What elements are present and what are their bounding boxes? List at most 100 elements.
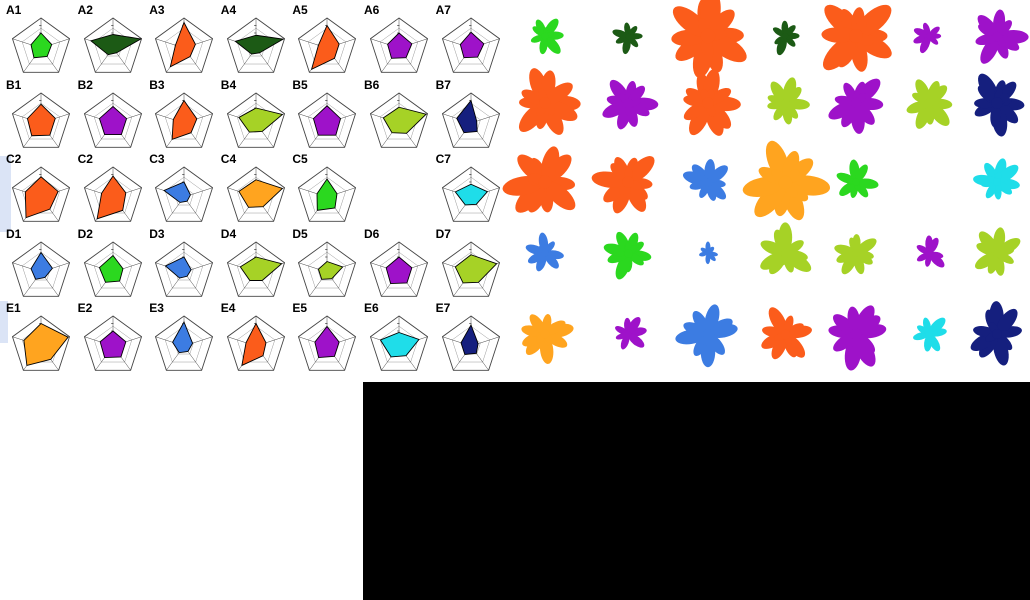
radar-plot: [11, 241, 71, 297]
plant-rosette-icon: [913, 317, 947, 352]
radar-chart-B3-r2c3: B3: [148, 77, 220, 155]
radar-chart-C7-r3c7: C7: [435, 152, 507, 229]
radar-plot: [226, 315, 285, 372]
radar-plot: [83, 315, 142, 372]
plant-rosette-icon: [611, 22, 643, 54]
radar-chart-label: E6: [364, 301, 379, 316]
plant-rosette-icon: [699, 241, 718, 265]
radar-chart-label: C4: [220, 152, 237, 167]
plant-rosette-icon: [671, 0, 747, 79]
rosette-image-r3c7: [967, 152, 1027, 217]
plant-rosette-icon: [682, 158, 728, 201]
rosette-image-r4c5: [826, 223, 886, 288]
radar-plot: [155, 166, 214, 222]
rosette-image-r1c6: [907, 14, 951, 63]
plant-rosette-icon: [828, 78, 884, 134]
rosette-image-r5c6: [903, 308, 955, 365]
rosette-image-r3c2: [586, 140, 670, 229]
rosette-image-r5c5: [814, 292, 898, 381]
plant-rosette-icon: [970, 301, 1022, 366]
radar-chart-A1-r1c1: A1: [5, 3, 77, 80]
plant-rosette-icon: [828, 305, 887, 371]
radar-chart-D5-r4c5: D5: [291, 226, 363, 304]
plant-rosette-icon: [525, 232, 564, 272]
radar-chart-B7-r2c7: B7: [435, 78, 507, 155]
radar-chart-label: B6: [364, 77, 380, 92]
radar-chart-A2-r1c2: A2: [77, 3, 149, 80]
rosette-image-r4c7: [966, 222, 1029, 290]
plant-rosette-icon: [974, 9, 1029, 64]
radar-plot: [298, 315, 357, 372]
plant-rosette-icon: [521, 314, 574, 364]
plant-rosette-icon: [675, 304, 738, 368]
radar-plot: [155, 92, 214, 148]
radar-chart-label: D1: [6, 226, 22, 241]
radar-chart-label: A4: [220, 3, 237, 17]
radar-plot: [11, 166, 71, 222]
radar-chart-B4-r2c4: B4: [220, 78, 292, 155]
rosette-image-r2c7: [955, 61, 1030, 150]
radar-chart-E6-r5c6: E6: [363, 301, 435, 378]
plant-rosette-icon: [913, 22, 942, 54]
radar-chart-E3-r5c3: E3: [148, 301, 220, 378]
left-edge-highlight-strip: [0, 156, 11, 232]
rosette-image-r2c3: [666, 61, 750, 150]
rosette-image-r5c3: [670, 296, 746, 377]
radar-chart-label: C7: [435, 152, 451, 167]
radar-plot: [155, 17, 214, 73]
radar-chart-label: B1: [6, 77, 22, 92]
plant-rosette-icon: [906, 79, 953, 129]
radar-plot: [369, 315, 429, 372]
radar-chart-label: B3: [149, 77, 165, 92]
radar-chart-label: A7: [435, 3, 451, 17]
radar-plot: [298, 92, 357, 148]
radar-plot: [298, 166, 357, 222]
rosette-image-r1c4: [762, 13, 808, 64]
radar-chart-label: D5: [292, 226, 308, 241]
radar-legend: growth rate 200 100 0 excentricity compa…: [0, 400, 360, 580]
radar-chart-D6-r4c6: D6: [363, 227, 435, 304]
plant-rosette-icon: [766, 76, 810, 124]
radar-plot: [441, 17, 500, 73]
radar-chart-A7-r1c7: A7: [435, 3, 507, 80]
radar-chart-label: B5: [292, 77, 308, 92]
radar-chart-B1-r2c1: B1: [5, 77, 77, 155]
rosette-image-r1c3: [654, 0, 762, 95]
rosette-image-r3c5: [829, 155, 883, 214]
rosette-image-r4c2: [596, 221, 661, 291]
rosette-image-r2c5: [818, 65, 894, 146]
radar-plot: [155, 315, 214, 372]
radar-chart-label: C5: [292, 152, 308, 167]
radar-chart-D2-r4c2: D2: [77, 226, 149, 304]
rosette-image-r4c1: [519, 227, 571, 284]
radar-plot: [226, 17, 285, 73]
plant-rosette-icon: [759, 221, 811, 274]
left-edge-highlight-strip: [0, 301, 8, 343]
plant-rosette-icon: [821, 4, 892, 72]
plant-rosette-icon: [772, 20, 800, 56]
plant-rosette-icon: [530, 18, 564, 55]
radar-chart-label: D2: [77, 226, 93, 241]
radar-chart-A4-r1c4: A4: [220, 3, 292, 80]
radar-chart-label: C2: [77, 152, 93, 167]
radar-chart-label: A3: [149, 3, 165, 17]
radar-plot: [226, 166, 285, 222]
rosette-image-r3c4: [734, 131, 837, 239]
plant-rosette-icon: [834, 234, 877, 275]
rosette-image-r1c1: [519, 10, 571, 67]
radar-chart-D3-r4c3: D3: [148, 227, 220, 304]
plant-rosette-icon: [601, 79, 658, 129]
radar-plot: [441, 166, 500, 222]
plant-rosette-icon: [518, 68, 581, 135]
radar-chart-label: B2: [77, 77, 93, 92]
radar-chart-B6-r2c6: B6: [363, 77, 435, 155]
rosette-image-r4c6: [905, 229, 954, 283]
radar-chart-label: C2: [6, 152, 22, 167]
plant-rosette-icon: [974, 73, 1025, 137]
radar-chart-C3-r3c3: C3: [148, 152, 220, 229]
rosette-image-r3c3: [677, 151, 740, 219]
radar-plot: [11, 315, 71, 372]
radar-plot: [83, 92, 142, 148]
radar-plot: [226, 241, 285, 297]
